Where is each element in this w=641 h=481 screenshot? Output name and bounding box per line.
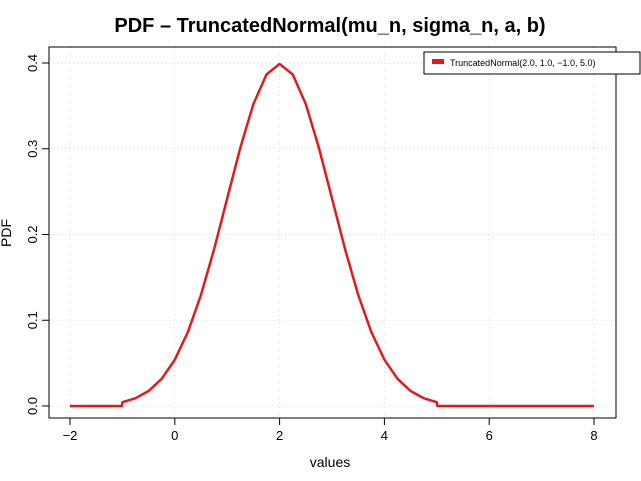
y-tick-label: 0.4 [25, 54, 40, 72]
x-axis-label: values [310, 454, 350, 470]
x-tick-label: 2 [276, 428, 283, 443]
series-line [70, 62, 594, 408]
plot-frame [48, 46, 617, 419]
y-tick-label: 0.2 [25, 225, 40, 243]
x-tick-label: 6 [486, 428, 493, 443]
x-tick-label: −2 [63, 428, 78, 443]
series-layer [70, 62, 594, 408]
y-tick-label: 0.1 [25, 311, 40, 329]
legend-label: TruncatedNormal(2.0, 1.0, −1.0, 5.0) [450, 58, 596, 68]
axes: −2 0 2 4 6 8 0.0 0.1 0.2 0.3 0.4 [25, 46, 617, 443]
chart-title: PDF – TruncatedNormal(mu_n, sigma_n, a, … [114, 15, 545, 37]
x-tick-label: 8 [590, 428, 597, 443]
legend-swatch [432, 59, 444, 64]
legend-box [423, 51, 641, 75]
y-tick-label: 0.3 [25, 140, 40, 158]
legend: TruncatedNormal(2.0, 1.0, −1.0, 5.0) [423, 51, 641, 75]
x-tick-label: 0 [171, 428, 178, 443]
y-tick-label: 0.0 [25, 397, 40, 415]
x-tick-label: 4 [381, 428, 388, 443]
y-axis-label: PDF [0, 219, 14, 247]
grid [49, 47, 616, 418]
